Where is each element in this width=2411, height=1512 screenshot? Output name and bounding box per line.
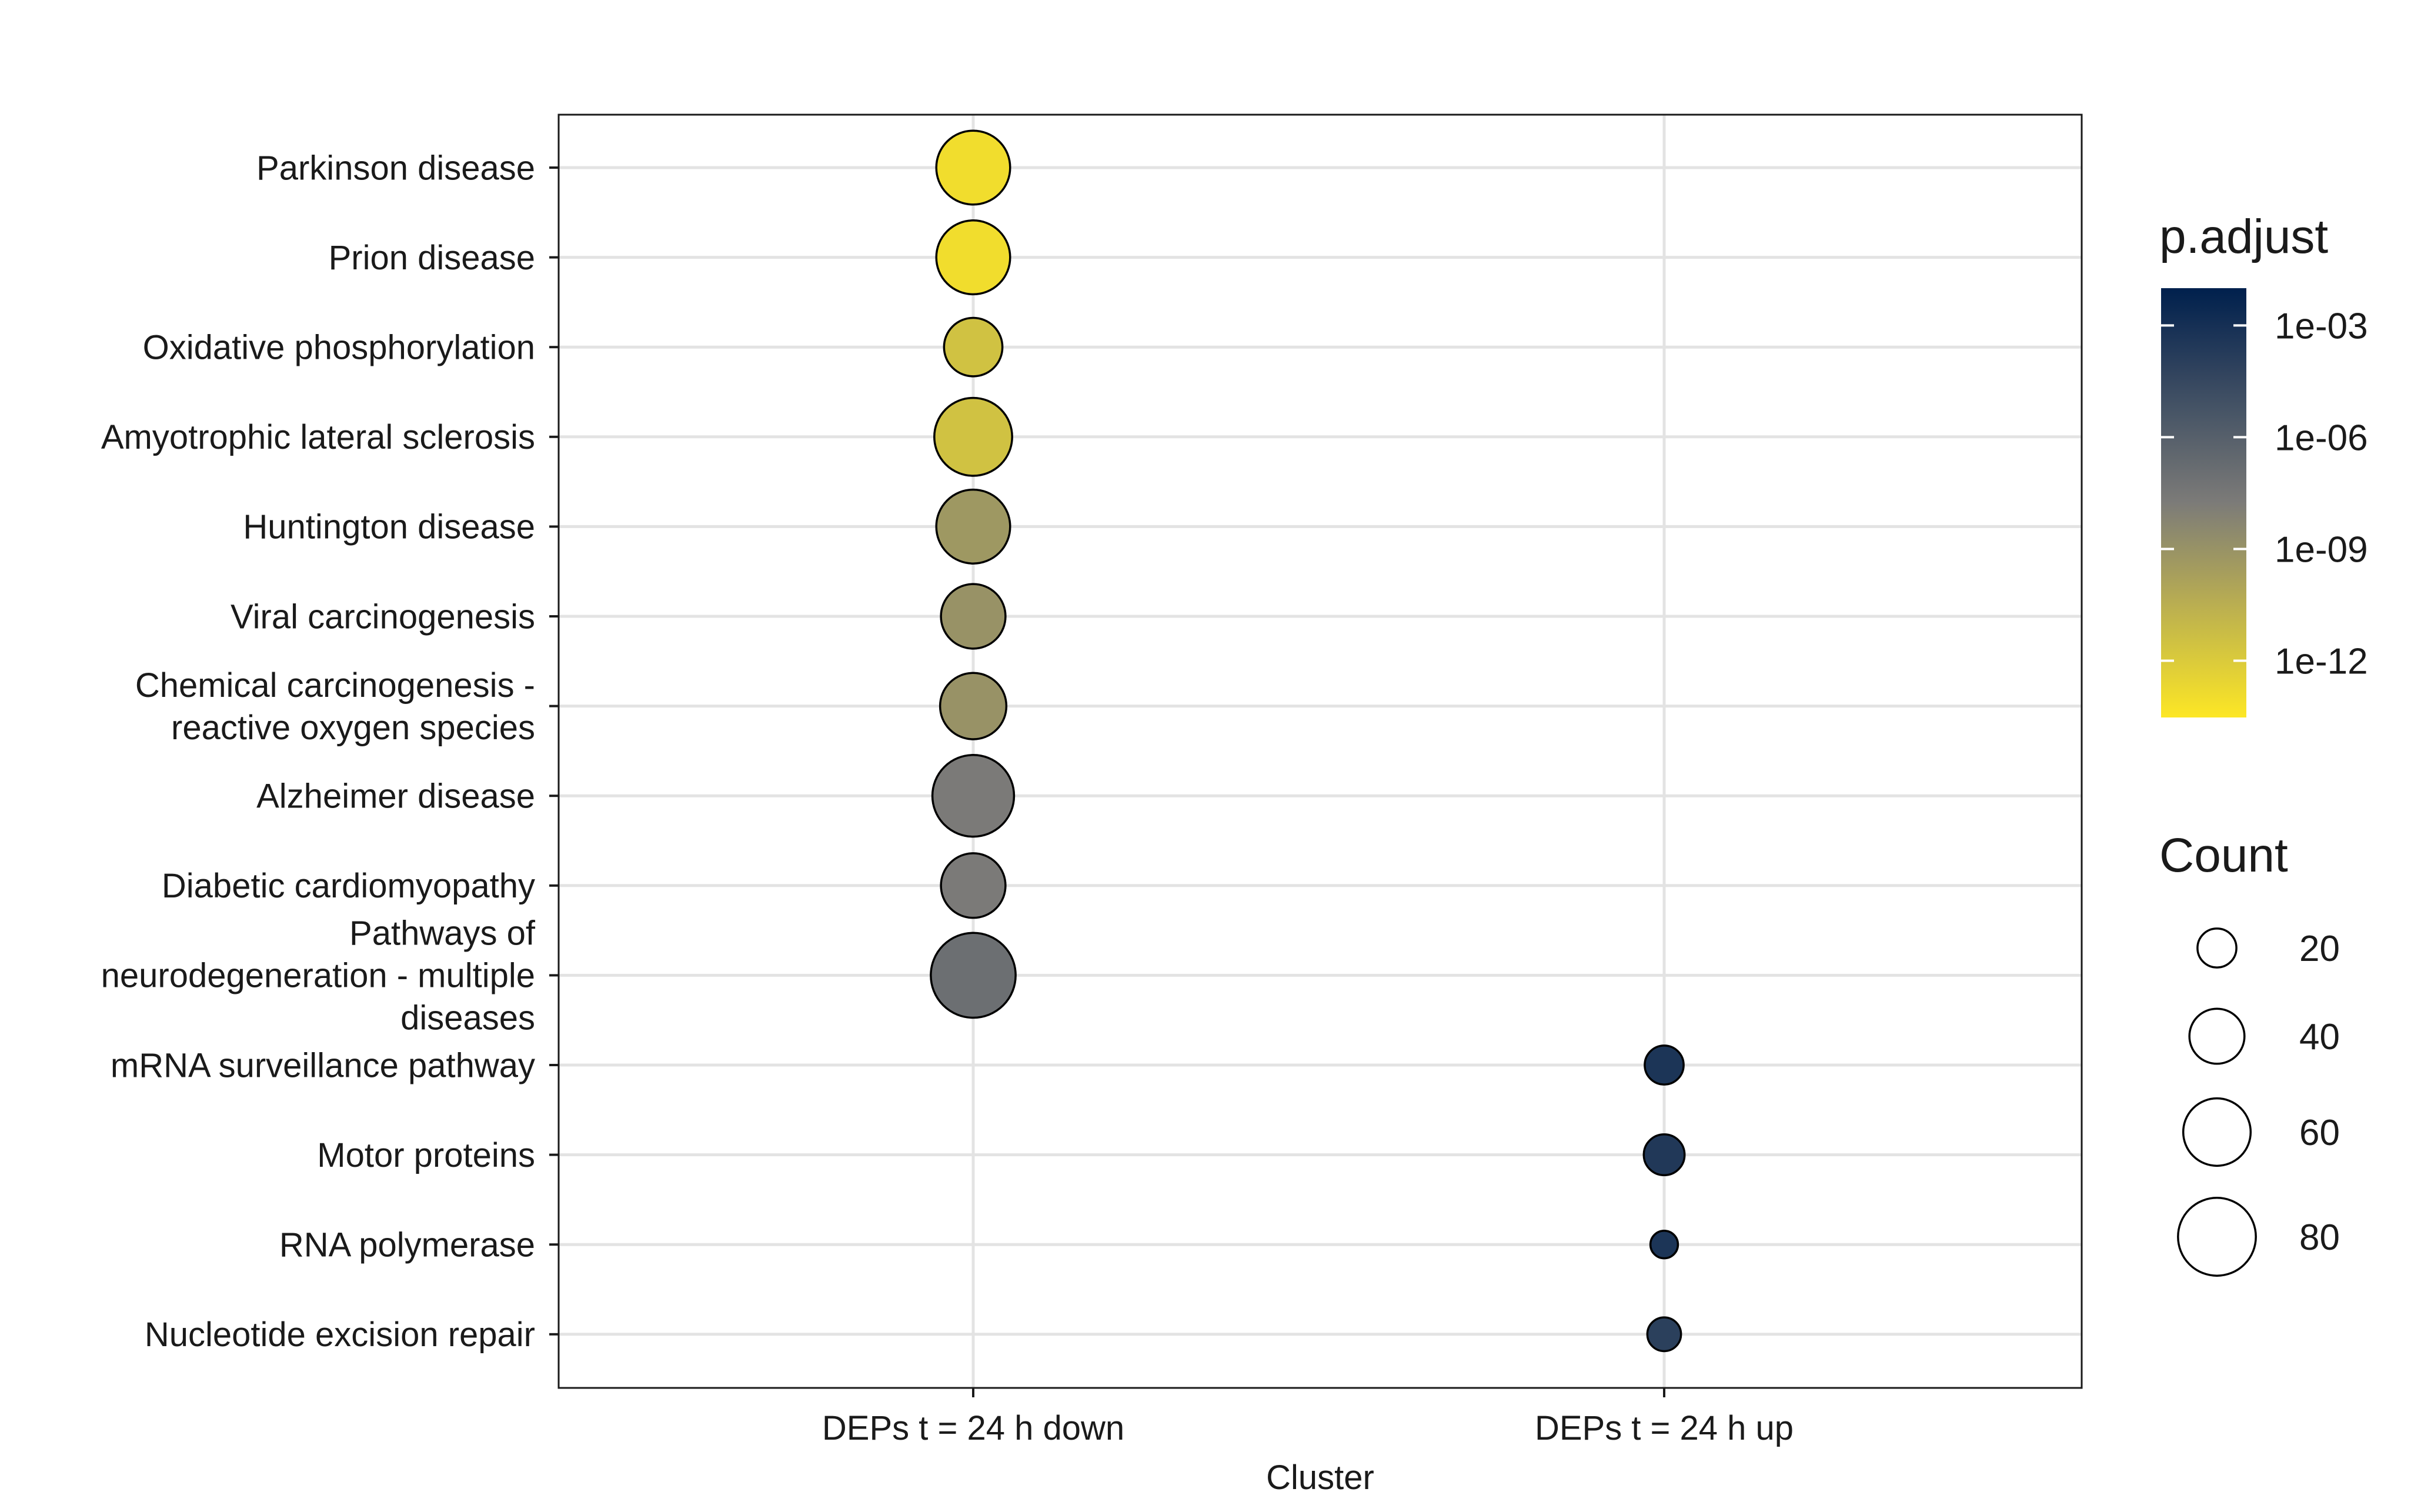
- p-adjust-color-bar: [2161, 288, 2246, 717]
- y-tick-label: Nucleotide excision repair: [145, 1316, 535, 1354]
- grid-lines: [559, 115, 2082, 1388]
- data-point: [939, 672, 1008, 740]
- count-legend-label: 40: [2299, 1017, 2340, 1057]
- x-axis: DEPs t = 24 h down DEPs t = 24 h up: [822, 1388, 1794, 1447]
- data-point: [1644, 1044, 1685, 1086]
- count-legend-title: Count: [2159, 829, 2288, 882]
- x-tick-label: DEPs t = 24 h down: [822, 1409, 1124, 1447]
- color-bar-tick-label: 1e-06: [2275, 418, 2368, 458]
- plot-panel-border: [557, 114, 2083, 1389]
- data-point: [940, 852, 1007, 919]
- data-point: [931, 754, 1016, 838]
- y-tick-label: Alzheimer disease: [256, 777, 535, 816]
- color-bar-tick-label: 1e-12: [2275, 642, 2368, 682]
- y-tick-label: Motor proteins: [317, 1136, 535, 1174]
- data-point: [940, 583, 1007, 650]
- x-axis-title: Cluster: [1266, 1458, 1374, 1497]
- count-legend-label: 80: [2299, 1217, 2340, 1258]
- count-legend-key: [2196, 927, 2238, 969]
- y-tick-label: Oxidative phosphorylation: [143, 329, 535, 367]
- count-legend-key: [2177, 1197, 2257, 1277]
- data-point: [943, 316, 1004, 378]
- count-legend-label: 60: [2299, 1113, 2340, 1153]
- color-bar-tick-label: 1e-09: [2275, 529, 2368, 570]
- data-point: [930, 932, 1017, 1019]
- y-tick-label: RNA polymerase: [279, 1226, 535, 1264]
- y-tick-label: Viral carcinogenesis: [231, 598, 535, 636]
- count-legend: Count 20 40 60 80: [2159, 829, 2340, 1277]
- y-tick-label: Pathways of neurodegeneration - multiple d…: [101, 914, 536, 1037]
- data-point: [935, 488, 1011, 565]
- data-point: [1642, 1133, 1686, 1177]
- p-adjust-legend: p.adjust 1e-03 1e-06 1e-09 1e-12: [2159, 210, 2368, 717]
- p-adjust-legend-title: p.adjust: [2159, 210, 2328, 263]
- y-tick-label: Parkinson disease: [256, 149, 535, 187]
- y-tick-label: Huntington disease: [243, 508, 535, 546]
- y-tick-label: Diabetic cardiomyopathy: [162, 867, 535, 905]
- count-legend-label: 20: [2299, 929, 2340, 969]
- count-legend-key: [2182, 1097, 2252, 1167]
- count-legend-key: [2188, 1007, 2246, 1065]
- data-point: [933, 396, 1013, 477]
- x-tick-label: DEPs t = 24 h up: [1535, 1409, 1794, 1447]
- color-bar-tick-label: 1e-03: [2275, 306, 2368, 346]
- data-point: [1646, 1316, 1682, 1353]
- y-tick-label: mRNA surveillance pathway: [111, 1046, 535, 1084]
- data-point: [935, 129, 1011, 206]
- y-axis: Parkinson disease Prion disease Oxidative …: [101, 149, 559, 1354]
- y-tick-label: Prion disease: [329, 239, 535, 277]
- data-point: [935, 219, 1011, 296]
- data-point: [1649, 1230, 1679, 1260]
- data-points: [930, 129, 1686, 1353]
- y-tick-label: Amyotrophic lateral sclerosis: [101, 418, 535, 456]
- y-tick-label: Chemical carcinogenesis -reactive oxygen…: [135, 666, 535, 747]
